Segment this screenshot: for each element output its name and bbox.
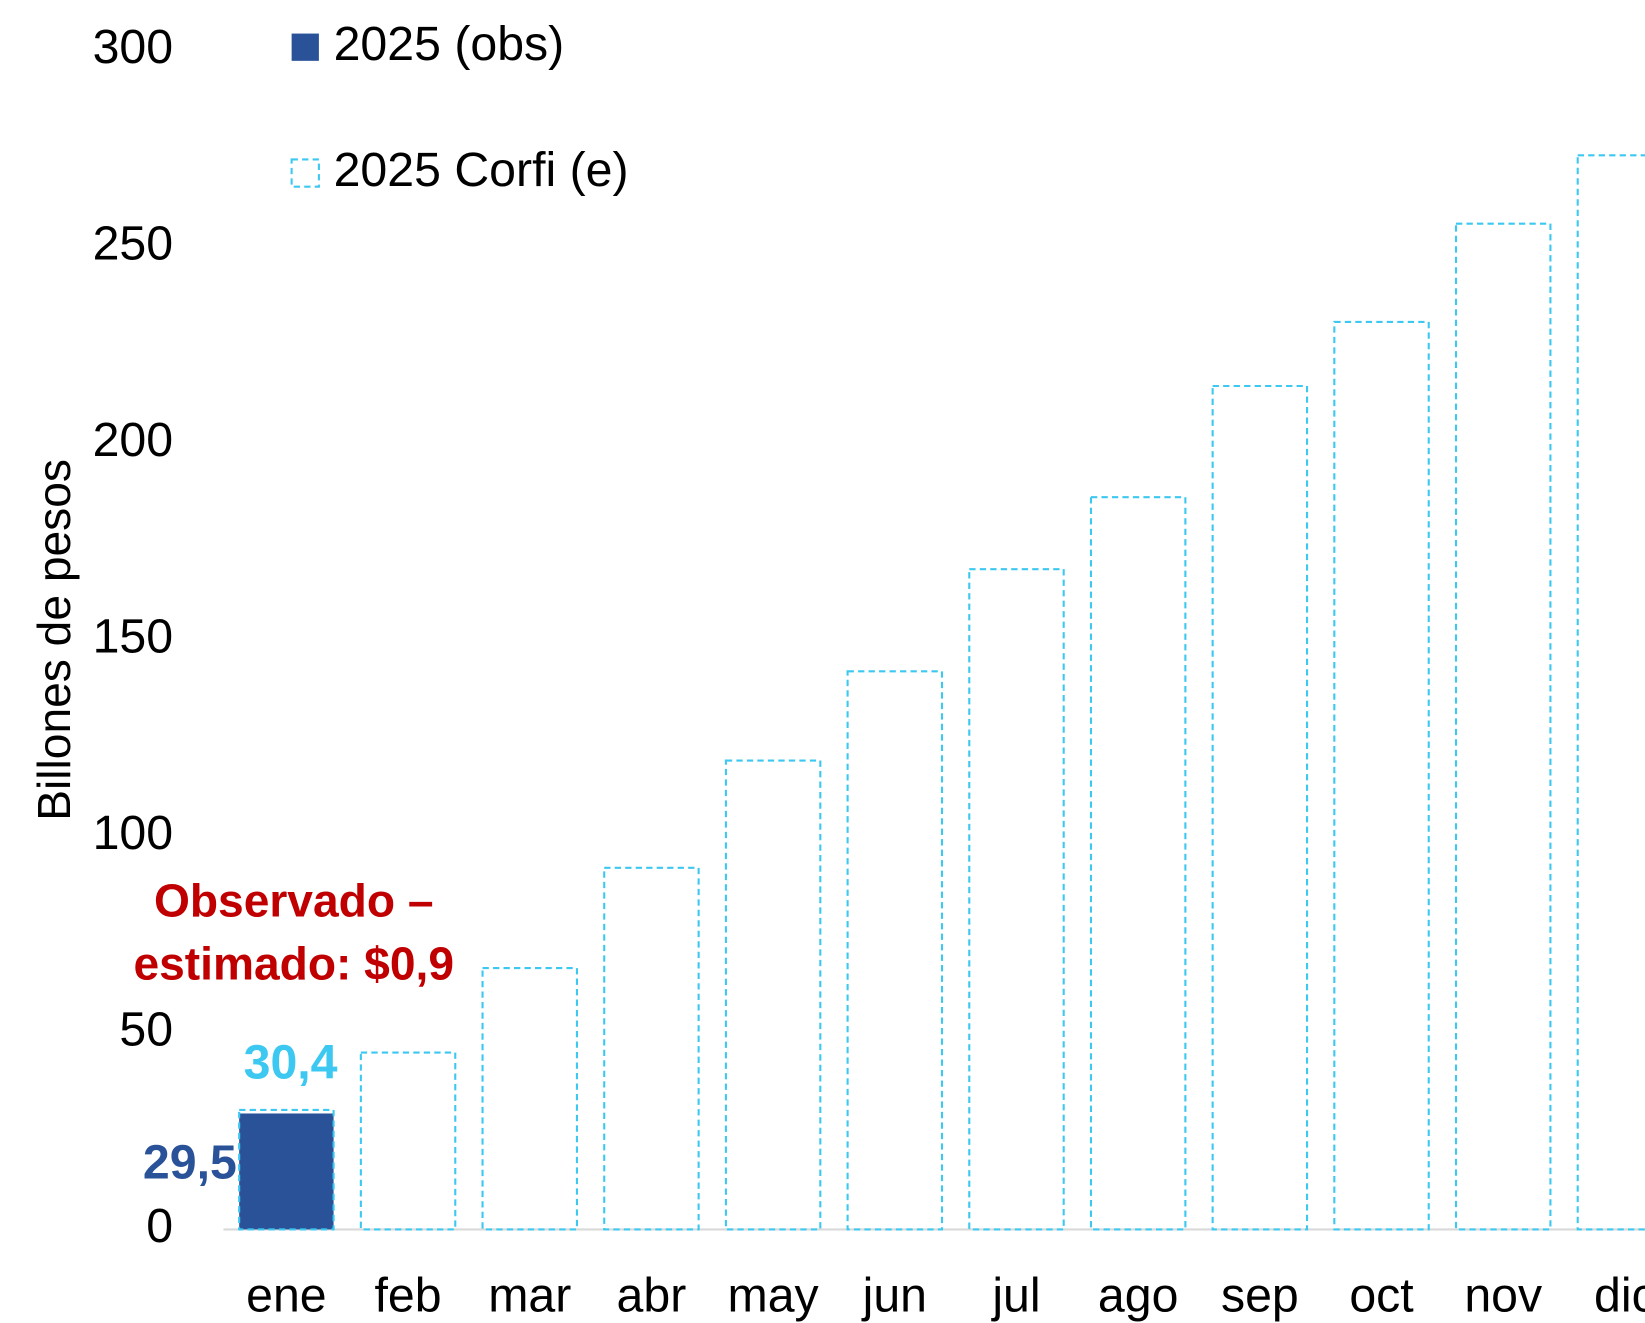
legend-label: 2025 (obs): [334, 17, 565, 71]
y-tick-label: 300: [93, 20, 174, 74]
x-tick-label: abr: [617, 1268, 687, 1322]
x-tick-label: dic: [1594, 1268, 1645, 1322]
x-tick-label: ago: [1098, 1268, 1179, 1322]
bar: [1089, 496, 1187, 1231]
bar: [238, 1108, 335, 1231]
legend-swatch: [291, 33, 319, 61]
x-tick-label: feb: [375, 1268, 442, 1322]
y-tick-label: 100: [93, 806, 174, 860]
bar: [846, 670, 944, 1231]
value-label: 30,4: [244, 1036, 338, 1090]
annotation: Observado –: [154, 874, 434, 926]
bar: [1333, 320, 1430, 1231]
bar: [1211, 384, 1309, 1231]
x-tick-label: jun: [861, 1268, 927, 1322]
bar: [1576, 154, 1645, 1231]
plot: Billones de pesos 0 50 100 150 200 250 300 ene f…: [28, 17, 1645, 1322]
bar: [724, 759, 822, 1231]
value-label: 29,5: [143, 1136, 237, 1190]
x-tick-label: mar: [488, 1268, 571, 1322]
y-tick-label: 50: [119, 1003, 173, 1057]
y-tick-label: 200: [93, 413, 174, 467]
x-tick-label: nov: [1464, 1268, 1542, 1322]
bar: [481, 967, 578, 1231]
x-tick-label: ene: [246, 1268, 327, 1322]
bar: [239, 1113, 334, 1230]
y-tick-label: 0: [146, 1199, 173, 1253]
annotation: estimado: $0,9: [133, 937, 454, 989]
x-tick-label: jul: [990, 1268, 1040, 1322]
bar: [968, 568, 1065, 1231]
x-tick-label: oct: [1349, 1268, 1414, 1322]
y-tick-label: 150: [93, 610, 174, 664]
y-axis-label: Billones de pesos: [28, 459, 80, 821]
legend-label: 2025 Corfi (e): [334, 143, 629, 197]
bar: [359, 1051, 457, 1231]
x-tick-label: may: [728, 1268, 820, 1322]
bar: [603, 866, 700, 1231]
bar: [1454, 222, 1552, 1231]
legend-swatch: [290, 158, 320, 188]
y-tick-label: 250: [93, 217, 174, 271]
x-tick-label: sep: [1221, 1268, 1299, 1322]
